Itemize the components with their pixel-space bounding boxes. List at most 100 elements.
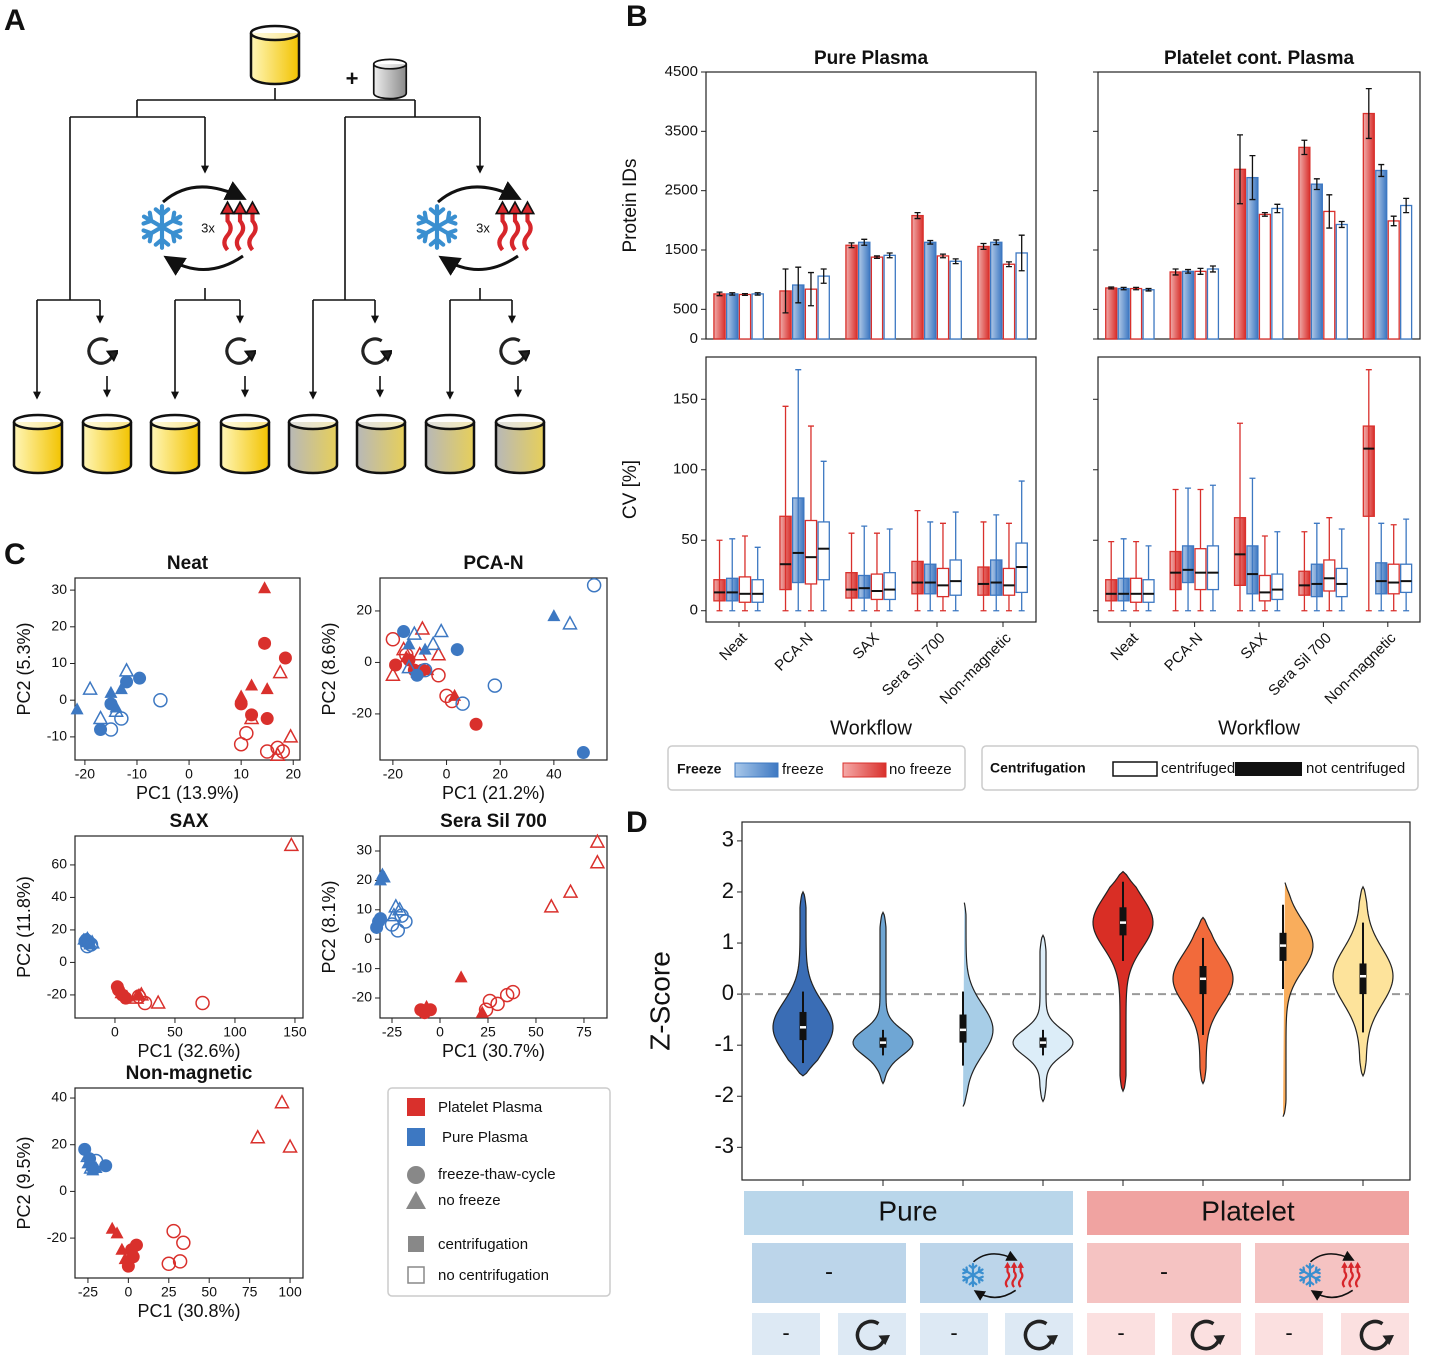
error-bar <box>1365 87 1372 140</box>
box-body <box>883 572 896 601</box>
error-bar <box>1197 267 1204 275</box>
box-body <box>870 573 884 601</box>
error-bar <box>1274 203 1281 214</box>
point <box>126 1250 140 1264</box>
bar <box>751 293 764 340</box>
bar <box>1169 271 1182 340</box>
box-body <box>1181 545 1195 584</box>
point <box>469 717 483 731</box>
y-tick-label: 0 <box>722 980 734 1005</box>
point <box>161 1256 177 1272</box>
error-bar <box>952 258 959 265</box>
point <box>417 662 433 678</box>
x-tick-label: Neat <box>1107 629 1142 664</box>
legend-label: freeze-thaw-cycle <box>438 1166 556 1183</box>
bar <box>1002 263 1016 340</box>
bar <box>1181 270 1195 340</box>
error-bar <box>820 268 827 284</box>
y-axis-label: PC2 (11.8%) <box>14 876 34 978</box>
y-tick-label: 20 <box>51 1135 67 1151</box>
violin-box <box>1359 963 1367 995</box>
point <box>482 993 498 1009</box>
y-tick-label: -10 <box>352 959 372 975</box>
error-bar <box>861 238 868 246</box>
centrifugation-label: - <box>1117 1320 1124 1345</box>
point <box>282 728 299 743</box>
point <box>133 671 147 685</box>
bar <box>911 214 924 340</box>
point <box>153 692 168 708</box>
plot-frame <box>379 577 608 761</box>
point <box>278 651 292 665</box>
cycle-count: 3x <box>476 220 490 235</box>
bar <box>923 241 937 340</box>
y-tick-label: 0 <box>59 1182 67 1198</box>
point <box>390 923 406 938</box>
box-body <box>1206 545 1220 591</box>
violin-box <box>1119 907 1127 936</box>
bar <box>936 255 950 340</box>
violin-body <box>852 911 914 1085</box>
bar <box>1105 287 1118 340</box>
point <box>118 1252 132 1265</box>
box-whisker <box>1172 488 1179 612</box>
y-tick-label: 1500 <box>665 241 698 258</box>
legend-title: Freeze <box>677 761 722 777</box>
box-whisker <box>980 521 987 612</box>
violin-body <box>1012 934 1074 1103</box>
point <box>128 989 145 1004</box>
chart-title: SAX <box>169 811 208 832</box>
x-tick-label: 75 <box>242 1284 258 1300</box>
y-tick-label: -20 <box>47 986 67 1002</box>
y-tick-label: -10 <box>47 728 67 744</box>
y-tick-label: 40 <box>51 1089 67 1105</box>
chart-title: Sera Sil 700 <box>440 811 547 832</box>
point <box>389 658 403 672</box>
y-axis-label: Z-Score <box>644 951 675 1051</box>
point <box>80 1147 96 1163</box>
box-body <box>911 560 924 595</box>
error-bar <box>1338 220 1345 229</box>
box-body <box>977 566 990 596</box>
chart-title: Neat <box>167 553 209 574</box>
group-label: Pure <box>878 1195 937 1226</box>
point <box>234 689 248 702</box>
error-bar <box>1261 211 1268 217</box>
x-tick-label: 100 <box>223 1024 247 1040</box>
point <box>83 1159 99 1174</box>
point <box>274 1094 290 1109</box>
bar <box>725 293 739 340</box>
bar <box>1298 146 1311 340</box>
box-body <box>1387 563 1400 595</box>
box-body <box>1298 570 1311 596</box>
error-bar <box>1018 234 1025 272</box>
box-body <box>1323 559 1336 592</box>
point <box>562 615 578 630</box>
point <box>92 709 109 725</box>
cycle-count: 3x <box>201 220 215 235</box>
point <box>385 666 401 682</box>
x-tick-label: 50 <box>528 1024 544 1040</box>
x-axis-label: Workflow <box>830 717 912 739</box>
x-axis-label: PC1 (21.2%) <box>442 783 545 803</box>
error-bar <box>1120 286 1127 291</box>
error-bar <box>1237 134 1243 205</box>
bar <box>1362 112 1375 340</box>
bar <box>1310 183 1323 340</box>
box-whisker <box>1005 522 1012 612</box>
plot-frame <box>74 1087 304 1279</box>
freeze-label: - <box>1160 1258 1168 1285</box>
point <box>454 970 468 983</box>
box-whisker <box>848 532 855 612</box>
point <box>401 659 417 674</box>
x-tick-label: 40 <box>546 766 562 782</box>
plot-frame <box>74 577 301 761</box>
x-axis-label: PC1 (32.6%) <box>137 1041 240 1061</box>
point <box>120 989 134 1002</box>
point <box>505 984 521 1000</box>
y-tick-label: 10 <box>51 654 67 670</box>
legend-c: Platelet Plasma Pure Plasma freeze-thaw-… <box>387 1087 611 1297</box>
x-tick-label: SAX <box>849 630 882 663</box>
box-body <box>1271 573 1284 601</box>
point <box>406 625 423 640</box>
